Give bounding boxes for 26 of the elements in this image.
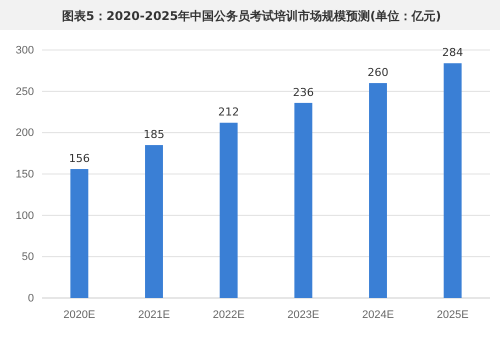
bar (70, 169, 88, 298)
data-label: 212 (218, 106, 240, 119)
bar (220, 122, 238, 298)
bar (369, 83, 387, 298)
y-tick-label: 250 (16, 86, 34, 98)
bar (444, 63, 462, 298)
x-tick-label: 2021E (138, 308, 170, 321)
x-tick-label: 2024E (362, 308, 394, 321)
x-tick-label: 2023E (287, 308, 320, 321)
x-tick-label: 2022E (212, 308, 245, 321)
x-tick-label: 2025E (436, 308, 469, 321)
x-tick-label: 2020E (63, 308, 96, 321)
data-label: 236 (292, 86, 314, 99)
bar (145, 145, 163, 298)
data-label: 185 (144, 128, 164, 142)
y-tick-label: 300 (16, 44, 34, 57)
y-tick-label: 0 (28, 292, 34, 305)
data-label: 284 (442, 46, 464, 60)
data-label: 156 (68, 152, 90, 166)
y-tick-label: 200 (16, 127, 34, 140)
y-tick-label: 50 (22, 251, 34, 264)
y-tick-label: 100 (16, 210, 34, 222)
bar (294, 102, 312, 298)
chart-title: 图表5：2020-2025年中国公务员考试培训市场规模预测(单位：亿元) (62, 9, 442, 23)
data-label: 260 (368, 66, 388, 80)
y-tick-label: 150 (16, 168, 34, 181)
